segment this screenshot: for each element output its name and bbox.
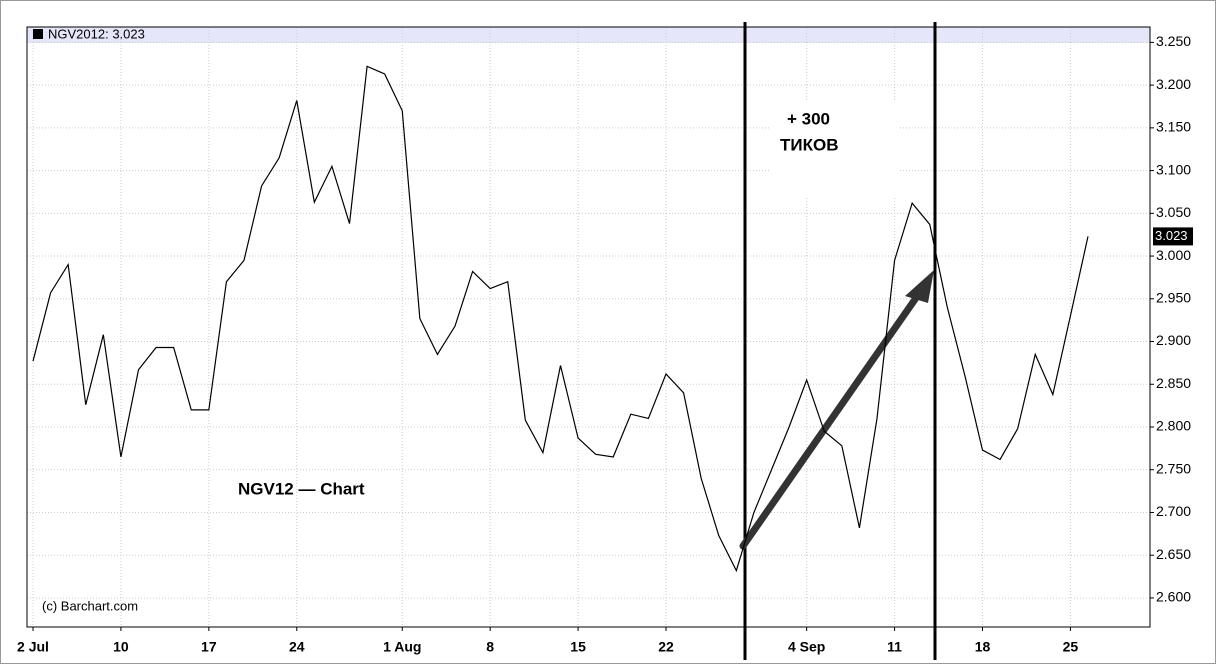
x-tick-label: 8: [486, 639, 494, 655]
header-band: [27, 27, 1150, 43]
x-tick-label: 18: [975, 639, 991, 655]
y-tick-label: 3.100: [1156, 161, 1191, 177]
x-tick-label: 15: [570, 639, 586, 655]
plot-frame: [26, 26, 1151, 628]
annotation-bg: [770, 100, 898, 196]
chart-title: NGV2012: 3.023: [48, 26, 145, 41]
x-tick-label: 1 Aug: [383, 639, 421, 655]
x-tick-label: 24: [289, 639, 305, 655]
last-value-label: 3.023: [1155, 228, 1188, 243]
annotation: ТИКОВ: [780, 135, 838, 154]
y-tick-label: 2.650: [1156, 546, 1191, 562]
annotation: + 300: [787, 109, 830, 128]
x-tick-label: 11: [887, 639, 902, 655]
y-tick-label: 3.200: [1156, 76, 1191, 92]
y-tick-label: 3.150: [1156, 119, 1191, 135]
y-tick-label: 2.950: [1156, 289, 1191, 305]
y-tick-label: 3.050: [1156, 204, 1191, 220]
y-tick-label: 3.000: [1156, 247, 1191, 263]
y-tick-label: 2.800: [1156, 418, 1191, 434]
arrow-head: [905, 270, 934, 303]
last-value-box: [1153, 227, 1193, 246]
arrow: [739, 281, 929, 550]
y-tick-label: 2.600: [1156, 589, 1191, 605]
x-tick-label: 17: [201, 639, 217, 655]
y-tick-label: 2.900: [1156, 332, 1191, 348]
legend-swatch: [33, 29, 43, 39]
x-tick-label: 2 Jul: [17, 639, 49, 655]
annotation: NGV12 — Chart: [238, 479, 365, 498]
x-tick-label: 10: [113, 639, 129, 655]
y-tick-label: 2.850: [1156, 375, 1191, 391]
series-line: [32, 65, 1089, 573]
x-tick-label: 22: [658, 639, 674, 655]
x-tick-label: 4 Sep: [788, 639, 825, 655]
x-tick-label: 25: [1063, 639, 1079, 655]
y-tick-label: 3.250: [1156, 33, 1191, 49]
y-tick-label: 2.700: [1156, 503, 1191, 519]
copyright: (c) Barchart.com: [42, 598, 138, 613]
y-tick-label: 2.750: [1156, 460, 1191, 476]
